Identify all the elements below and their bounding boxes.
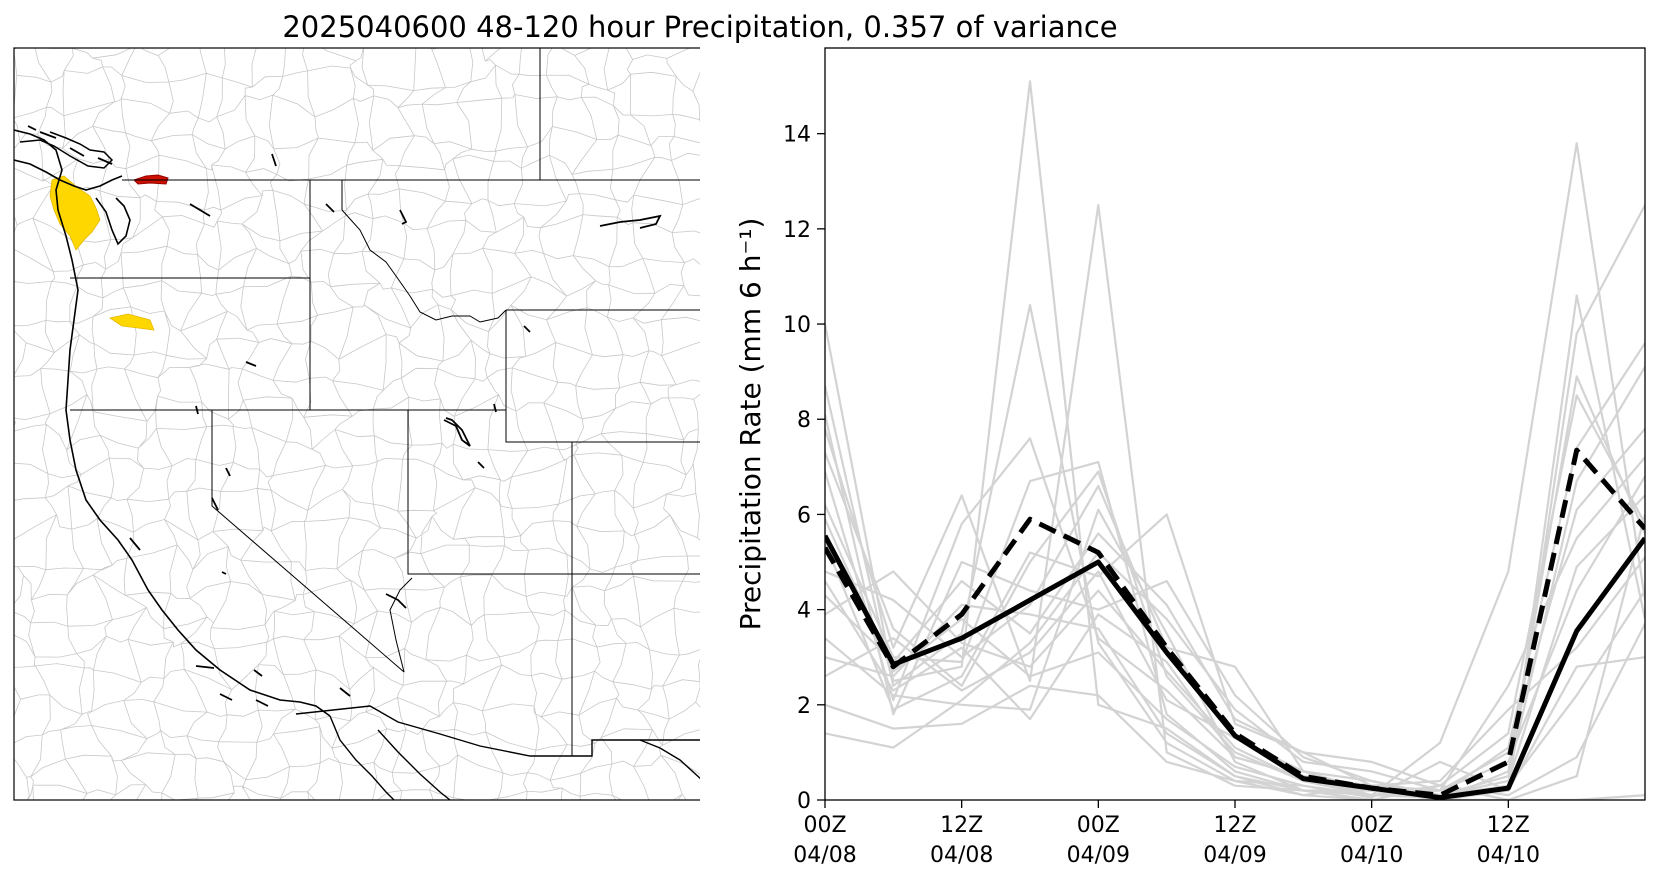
ensemble-member-line xyxy=(825,375,1645,800)
ensemble-member-line xyxy=(825,494,1645,797)
ensemble-members xyxy=(825,80,1645,800)
ensemble-member-line xyxy=(825,514,1645,800)
coastline xyxy=(14,129,331,717)
x-tick-label-date: 04/09 xyxy=(1203,843,1266,868)
ensemble-member-line xyxy=(825,366,1645,797)
basin-mesh-lines xyxy=(14,48,700,800)
idaho-montana-border xyxy=(341,209,507,323)
x-axis: 00Z 04/08 12Z 04/08 00Z 04/09 12Z 04/09 00Z 04/10… xyxy=(793,800,1540,868)
solid-series-line xyxy=(825,534,1645,800)
y-tick-label: 14 xyxy=(783,123,811,148)
colorado-river-border xyxy=(389,577,413,673)
y-axis-label: Precipitation Rate (mm 6 h⁻¹) xyxy=(734,218,767,631)
ensemble-member-line xyxy=(825,456,1645,792)
y-tick-label: 6 xyxy=(797,503,811,528)
y-tick-label: 4 xyxy=(797,599,811,624)
us-mexico-border xyxy=(295,705,700,757)
x-tick-label-date: 04/10 xyxy=(1340,843,1403,868)
ensemble-member-line xyxy=(825,556,1645,797)
summary-series xyxy=(825,447,1645,800)
x-tick-label-time: 12Z xyxy=(940,813,983,838)
highlight-basin-gold-1 xyxy=(49,175,101,251)
y-tick-label: 10 xyxy=(783,313,811,338)
puget-sound-outline xyxy=(14,159,131,246)
ensemble-member-line xyxy=(825,508,1645,800)
ensemble-member-line xyxy=(825,342,1645,797)
figure-title: 2025040600 48-120 hour Precipitation, 0.… xyxy=(282,10,1118,44)
lakes xyxy=(27,125,662,707)
basin-boundaries xyxy=(14,48,700,800)
y-tick-label: 0 xyxy=(797,789,811,814)
x-tick-label-date: 04/08 xyxy=(793,843,856,868)
y-tick-label: 12 xyxy=(783,218,811,243)
x-tick-label-time: 00Z xyxy=(803,813,846,838)
ensemble-member-line xyxy=(825,475,1645,797)
basin-map xyxy=(13,47,700,801)
gulf-coast xyxy=(377,729,451,800)
y-tick-label: 8 xyxy=(797,408,811,433)
sonora-coast xyxy=(639,739,700,780)
dashed-series-line xyxy=(825,447,1645,798)
baja-coast xyxy=(329,715,395,800)
x-tick-label-time: 12Z xyxy=(1213,813,1256,838)
y-tick-label: 2 xyxy=(797,694,811,719)
ensemble-member-line xyxy=(825,394,1645,787)
y-axis: 0 2 4 6 8 10 12 14 xyxy=(783,123,825,814)
x-tick-label-date: 04/09 xyxy=(1067,843,1130,868)
ensemble-member-line xyxy=(825,204,1645,800)
x-tick-label-date: 04/10 xyxy=(1477,843,1540,868)
state-borders xyxy=(14,48,700,800)
highlight-basin-gold-2 xyxy=(108,313,155,331)
x-tick-label-date: 04/08 xyxy=(930,843,993,868)
vancouver-island-outline xyxy=(19,131,114,169)
x-tick-label-time: 00Z xyxy=(1077,813,1120,838)
x-tick-label-time: 00Z xyxy=(1350,813,1393,838)
x-tick-label-time: 12Z xyxy=(1487,813,1530,838)
